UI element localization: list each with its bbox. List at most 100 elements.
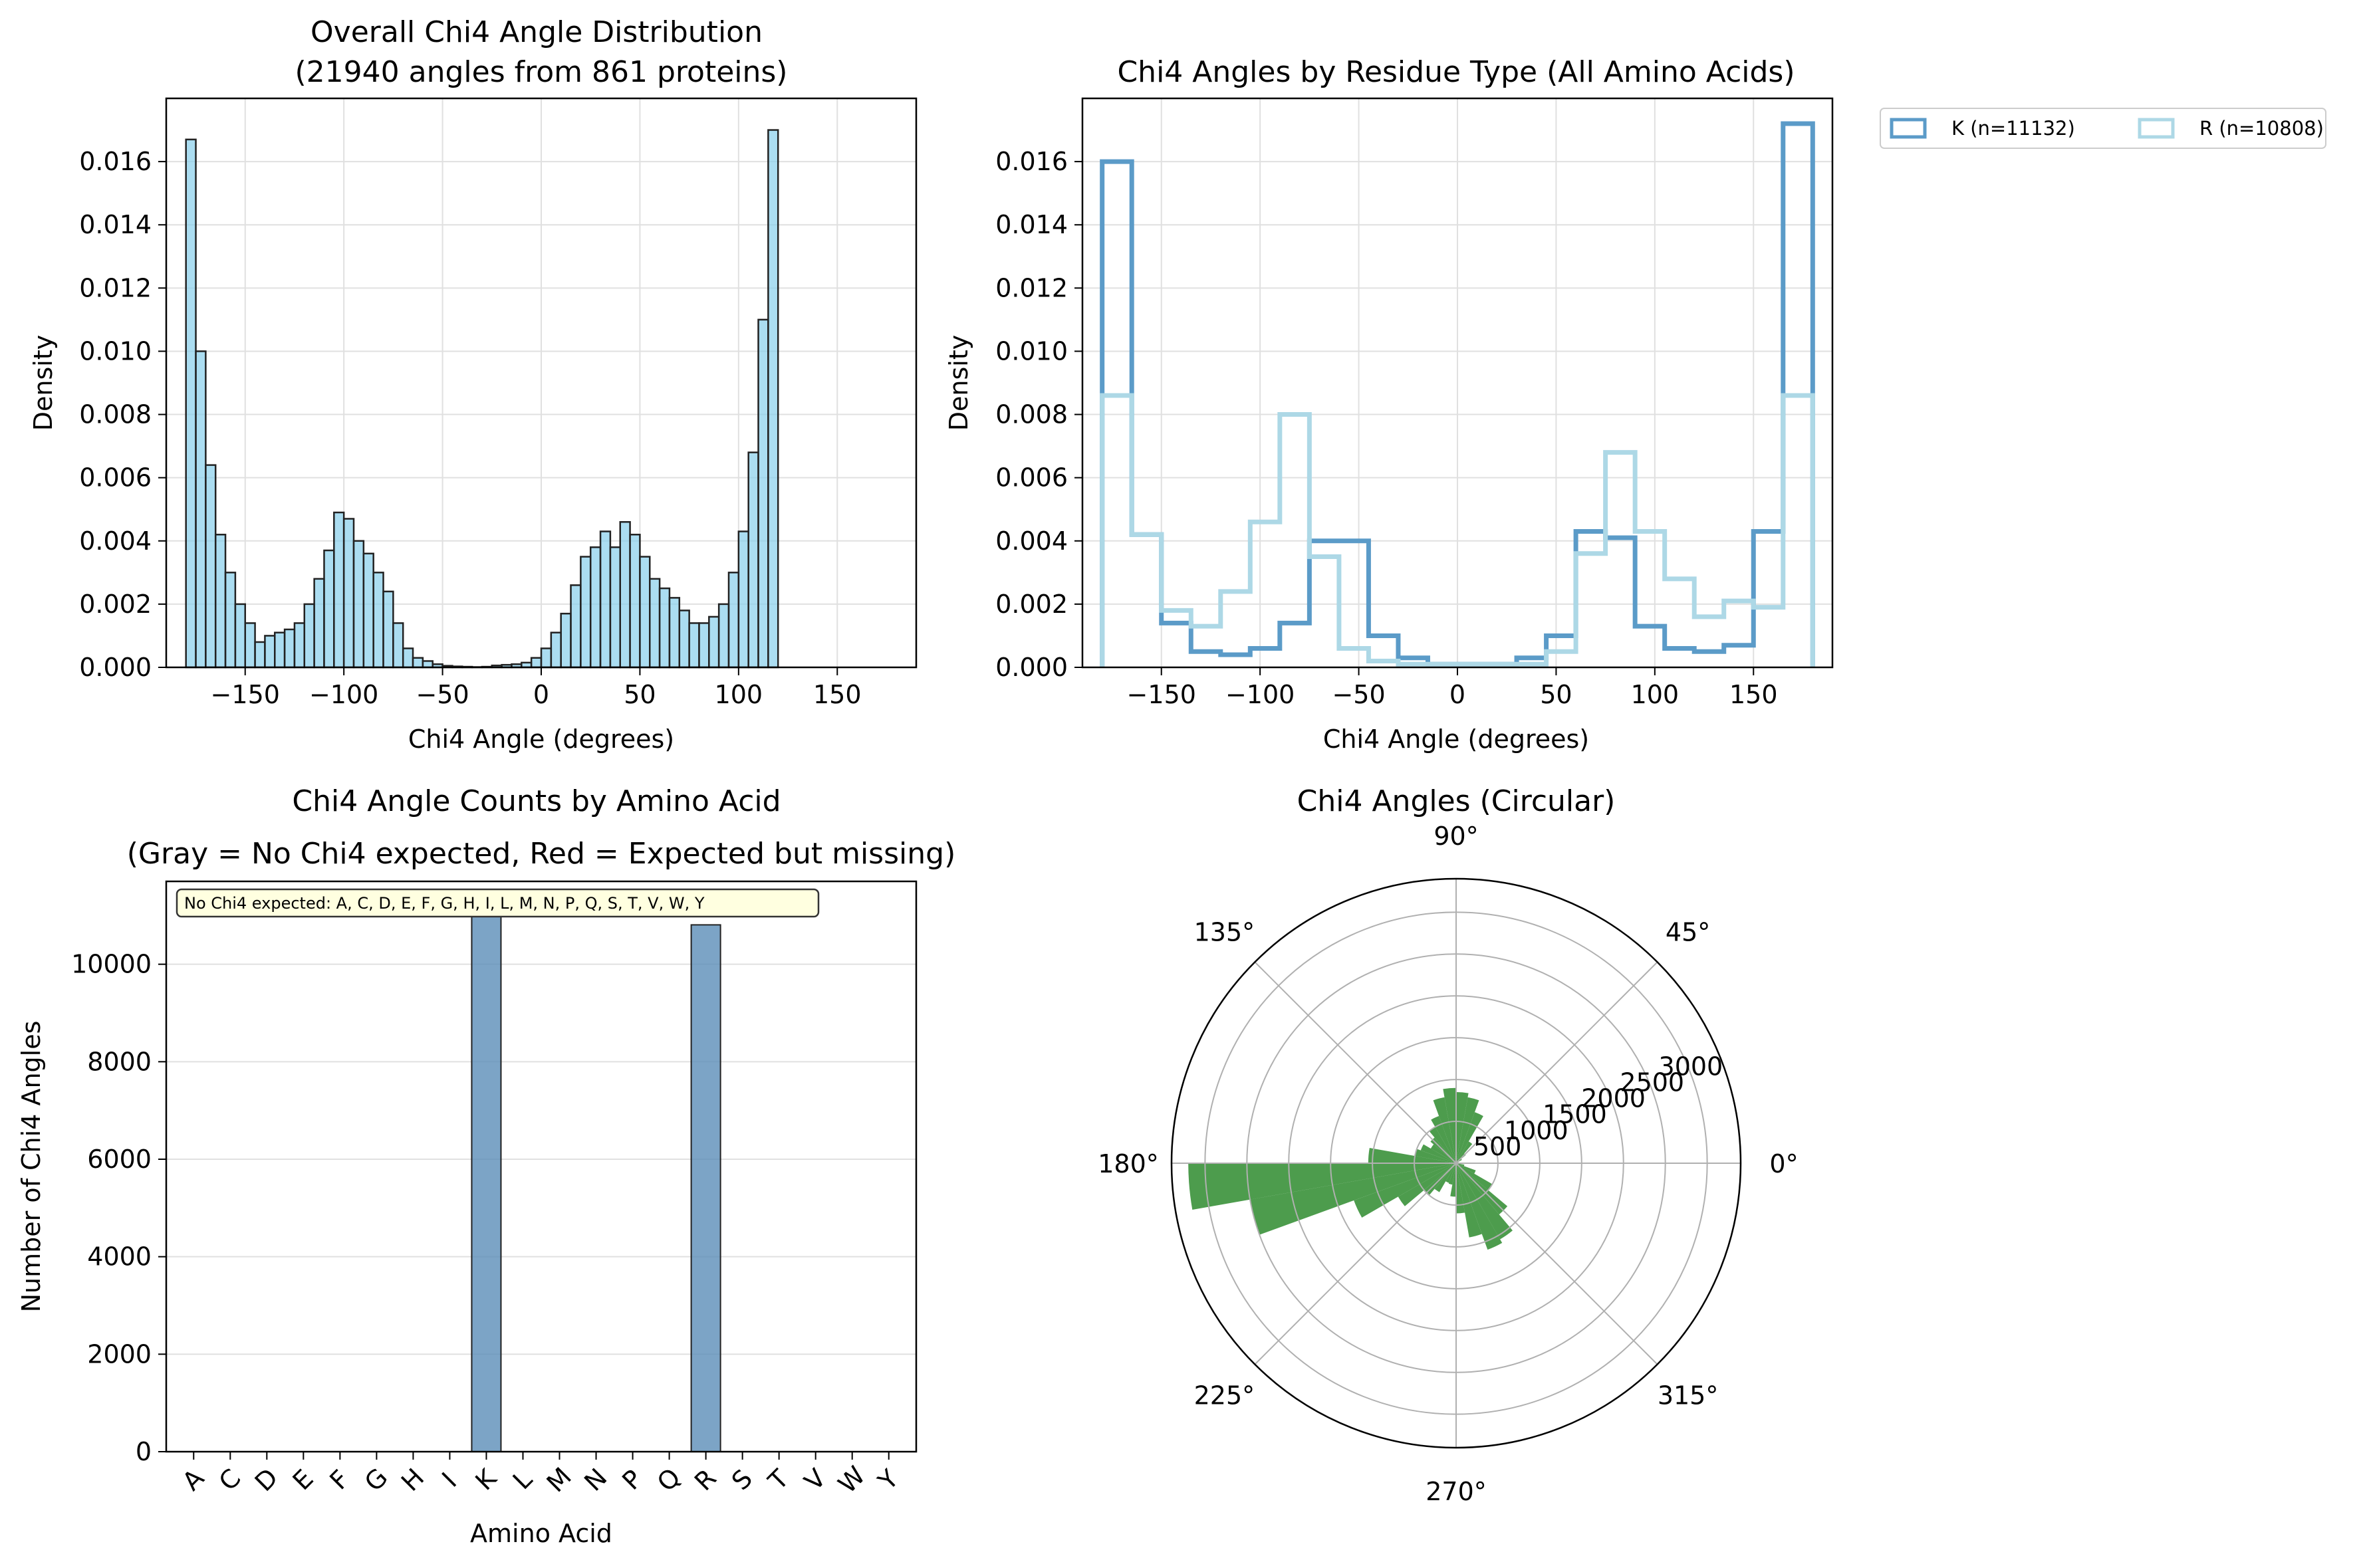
- histogram-bar: [293, 622, 306, 669]
- circular-histogram-panel: Chi4 Angles (Circular) 0° 45° 90° 135° 180° 2…: [1098, 784, 1798, 1506]
- histogram-bar: [224, 572, 237, 669]
- histogram-bar: [658, 587, 671, 669]
- histogram-bar: [550, 631, 562, 669]
- legend-label-k: K (n=11132): [1951, 117, 2075, 140]
- x-tick-label: 50: [1540, 680, 1572, 709]
- histogram-bar: [540, 647, 553, 669]
- histogram-bar: [333, 511, 345, 669]
- y-tick-label: 10000: [71, 950, 152, 979]
- histogram-bar: [747, 451, 759, 669]
- histogram-bar: [737, 530, 749, 669]
- histogram-bar: [382, 590, 394, 669]
- histogram-bar: [205, 464, 217, 669]
- x-tick-label: H: [396, 1463, 430, 1497]
- residue-histogram-legend: K (n=11132) R (n=10808): [1880, 108, 2326, 149]
- amino-acid-counts-title: Chi4 Angle Counts by Amino Acid (Gray = …: [127, 784, 955, 871]
- radial-tick-label: 1000: [1504, 1116, 1568, 1145]
- histogram-bar: [362, 552, 374, 669]
- x-tick-label: 100: [1631, 680, 1680, 709]
- histogram-bar: [323, 549, 335, 669]
- annotation-text: No Chi4 expected: A, C, D, E, F, G, H, I…: [184, 894, 705, 913]
- histogram-bar: [708, 616, 720, 669]
- x-tick-label: 150: [1729, 680, 1778, 709]
- polar-wedge: [1456, 1163, 1465, 1214]
- angular-gridline: [1455, 961, 1658, 1164]
- amino-acid-counts-axes-frame: [165, 880, 918, 1453]
- amino-acid-counts-bars: [471, 908, 721, 1452]
- angular-gridline: [1455, 1163, 1658, 1365]
- histogram-bar: [392, 622, 404, 669]
- overall-histogram-bars: [185, 129, 779, 669]
- polar-wedge: [1188, 1163, 1456, 1210]
- series-step-r: [1100, 393, 1815, 667]
- x-tick-label: W: [832, 1460, 871, 1499]
- angle-tick-label: 45°: [1666, 917, 1710, 947]
- histogram-bar: [609, 546, 621, 669]
- bar-K: [471, 908, 502, 1452]
- histogram-bar: [274, 631, 286, 669]
- histogram-bar: [688, 622, 700, 669]
- histogram-bar: [185, 138, 197, 669]
- histogram-bar: [629, 534, 641, 669]
- polar-wedge: [1456, 1163, 1482, 1238]
- histogram-bar: [668, 597, 681, 669]
- polar-wedge: [1415, 1149, 1456, 1163]
- histogram-bar: [639, 556, 651, 669]
- x-tick-label: −150: [211, 680, 280, 709]
- histogram-bar: [342, 518, 355, 669]
- x-tick-label: −100: [1225, 680, 1295, 709]
- angle-tick-label: 225°: [1194, 1381, 1255, 1410]
- polar-wedge: [1456, 1163, 1513, 1240]
- y-tick-label: 0.000: [995, 653, 1068, 682]
- polar-wedge: [1368, 1148, 1456, 1163]
- x-tick-label: L: [507, 1464, 538, 1495]
- overall-histogram-title: Overall Chi4 Angle Distribution (21940 a…: [295, 15, 788, 89]
- y-tick-label: 0.016: [995, 147, 1068, 176]
- legend-label-r: R (n=10808): [2199, 117, 2324, 140]
- histogram-bar: [254, 641, 266, 669]
- amino-acid-counts-grid: [166, 963, 916, 1452]
- legend-box: [1880, 108, 2326, 149]
- histogram-bar: [283, 628, 296, 669]
- x-tick-label: R: [689, 1463, 722, 1496]
- x-tick-label: 150: [813, 680, 862, 709]
- x-tick-label: C: [213, 1463, 247, 1496]
- amino-acid-counts-annotation: No Chi4 expected: A, C, D, E, F, G, H, I…: [176, 888, 820, 918]
- angular-gridline: [1254, 1163, 1457, 1365]
- x-tick-label: A: [177, 1464, 209, 1496]
- y-tick-label: 0.014: [995, 210, 1068, 239]
- polar-wedge: [1429, 1127, 1456, 1163]
- overall-histogram-grid: [166, 98, 916, 668]
- circular-histogram-wedges: [1188, 1087, 1513, 1250]
- residue-histogram-xlabel: Chi4 Angle (degrees): [1323, 725, 1589, 754]
- polar-wedge: [1456, 1163, 1465, 1167]
- x-tick-label: N: [578, 1463, 612, 1497]
- y-tick-label: 0.008: [995, 400, 1068, 429]
- histogram-bar: [372, 572, 384, 669]
- histogram-bar: [195, 350, 207, 669]
- polar-wedge: [1456, 1097, 1479, 1163]
- x-tick-label: F: [324, 1464, 355, 1496]
- x-tick-label: T: [762, 1464, 795, 1496]
- y-tick-label: 6000: [87, 1145, 152, 1174]
- y-tick-label: 0.002: [995, 590, 1068, 619]
- histogram-bar: [214, 534, 227, 669]
- histogram-bar: [264, 635, 276, 669]
- residue-histogram-ticks: −150 −100 −50 0 50 100 150 0.000 0.002 0.004 0.006…: [995, 147, 1777, 709]
- histogram-bar: [234, 603, 246, 669]
- circular-histogram-ticks: 0°45°90°135°180°225°270°315°500100015002…: [1098, 822, 1798, 1506]
- legend-swatch-k: [1890, 118, 1927, 139]
- histogram-bar: [313, 578, 325, 669]
- y-tick-label: 0.010: [995, 336, 1068, 366]
- overall-histogram-ylabel: Density: [29, 335, 58, 431]
- angular-gridline: [1254, 961, 1457, 1164]
- radial-tick-label: 500: [1473, 1132, 1522, 1161]
- x-tick-label: 0: [533, 680, 549, 709]
- x-tick-label: 0: [1449, 680, 1465, 709]
- radial-gridline: [1288, 995, 1624, 1331]
- y-tick-label: 0.004: [79, 526, 152, 556]
- radial-tick-label: 2500: [1620, 1068, 1684, 1097]
- x-tick-label: M: [541, 1462, 577, 1498]
- polar-wedge: [1456, 1163, 1493, 1190]
- histogram-bar: [757, 318, 769, 669]
